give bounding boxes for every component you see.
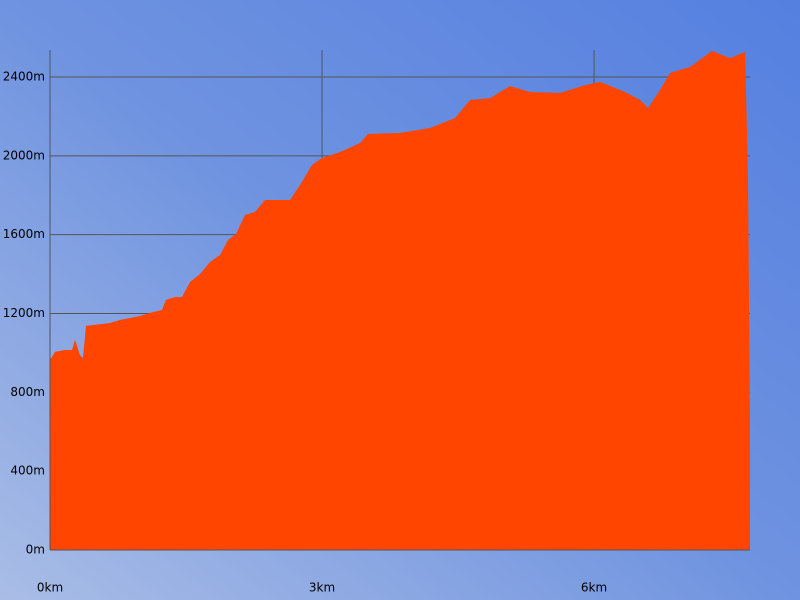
y-tick-label: 2400m (3, 70, 45, 84)
y-tick-label: 400m (10, 464, 45, 478)
y-tick-label: 0m (26, 543, 45, 557)
y-tick-label: 800m (10, 385, 45, 399)
y-tick-label: 1200m (3, 306, 45, 320)
x-tick-label: 0km (37, 581, 63, 595)
y-tick-label: 2000m (3, 148, 45, 162)
y-tick-label: 1600m (3, 227, 45, 241)
x-tick-label: 3km (309, 581, 335, 595)
elevation-area (50, 50, 750, 551)
x-tick-label: 6km (581, 581, 607, 595)
